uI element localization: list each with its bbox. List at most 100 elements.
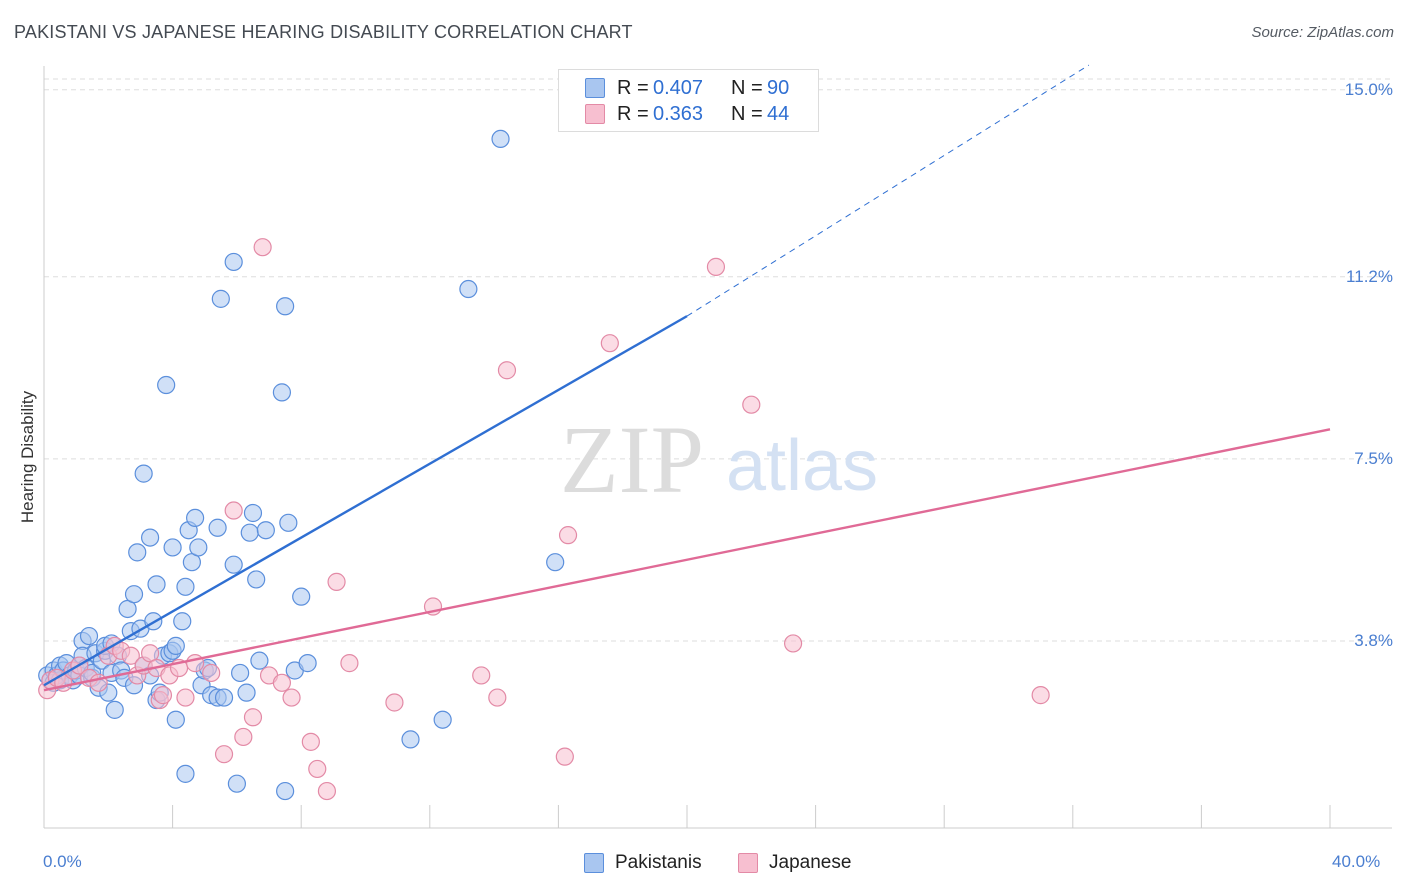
japanese-point — [600, 334, 619, 353]
pakistani-point — [140, 528, 160, 547]
pakistani-point — [256, 521, 275, 540]
y-tick-label: 15.0% — [1344, 79, 1393, 99]
pakistani-point — [247, 570, 266, 589]
japanese-point — [121, 646, 140, 665]
japanese-point — [317, 781, 337, 801]
pakistani-trendline-extension — [686, 64, 1090, 317]
pakistanis-swatch — [584, 853, 604, 873]
japanese-point — [202, 663, 221, 683]
pakistani-point — [240, 523, 259, 542]
japanese-point — [153, 686, 173, 705]
pakistani-point — [176, 577, 195, 596]
legend-label-pakistanis: Pakistanis — [615, 852, 702, 873]
r-label: R = — [617, 76, 649, 99]
pakistani-point — [147, 575, 166, 594]
pakistani-point — [186, 508, 205, 528]
pakistani-point — [292, 587, 311, 606]
legend-item-pakistanis[interactable]: Pakistanis — [584, 852, 702, 874]
japanese-point — [243, 708, 263, 727]
japanese-point — [558, 526, 578, 545]
japanese-point — [272, 673, 292, 692]
japanese-point — [1031, 686, 1050, 705]
pakistani-trendline — [43, 315, 688, 687]
r-label: R = — [617, 102, 649, 125]
japanese-point — [340, 654, 359, 673]
japanese-swatch — [738, 853, 758, 873]
pakistani-point — [163, 538, 182, 557]
japanese-point — [385, 693, 404, 712]
japanese-swatch — [585, 104, 605, 124]
r-value: 0.363 — [653, 102, 704, 125]
japanese-point — [488, 688, 507, 707]
y-tick-label: 3.8% — [1354, 630, 1393, 650]
japanese-point — [555, 747, 574, 766]
pakistani-point — [79, 626, 99, 646]
pakistani-point — [134, 464, 153, 483]
pakistani-point — [459, 279, 478, 299]
correlation-legend: R = 0.407 N = 90 R = 0.363 N = 44 — [558, 69, 819, 132]
x-tick-min: 0.0% — [43, 852, 82, 871]
pakistani-point — [105, 700, 124, 719]
japanese-point — [327, 572, 346, 591]
watermark-zip: ZIP — [560, 406, 704, 513]
pakistani-point — [237, 683, 256, 702]
pakistani-point — [276, 297, 295, 316]
pakistani-point — [157, 375, 176, 395]
n-label: N = — [731, 76, 763, 99]
axes — [43, 66, 1392, 829]
trendlines — [43, 64, 1331, 692]
japanese-point — [176, 688, 195, 707]
pakistani-points — [38, 129, 565, 801]
japanese-point — [497, 361, 517, 380]
pakistani-point — [546, 553, 565, 572]
pakistani-point — [491, 129, 510, 149]
series-legend: Pakistanis Japanese — [0, 852, 1406, 878]
pakistani-point — [189, 538, 208, 557]
y-tick-label: 7.5% — [1354, 448, 1393, 468]
n-label: N = — [731, 102, 763, 125]
pakistani-point — [279, 513, 298, 532]
pakistani-point — [224, 555, 243, 574]
legend-label-japanese: Japanese — [769, 852, 852, 873]
pakistani-point — [243, 503, 263, 523]
pakistani-swatch — [585, 78, 605, 98]
japanese-point — [234, 727, 253, 747]
gridlines — [44, 78, 1392, 642]
source-credit: Source: ZipAtlas.com — [1251, 24, 1394, 41]
pakistani-point — [166, 636, 185, 655]
japanese-point — [224, 501, 243, 520]
japanese-point — [706, 257, 726, 276]
japanese-trendline — [43, 428, 1331, 692]
pakistani-point — [176, 764, 195, 783]
japanese-point — [742, 395, 761, 414]
pakistani-point — [433, 710, 452, 729]
japanese-point — [472, 666, 491, 685]
legend-item-japanese[interactable]: Japanese — [738, 852, 851, 874]
pakistani-point — [401, 730, 420, 749]
pakistani-point — [214, 688, 234, 707]
pakistani-point — [298, 654, 317, 673]
pakistani-point — [173, 612, 192, 631]
pakistani-point — [227, 774, 246, 793]
pakistani-point — [211, 289, 230, 308]
japanese-point — [308, 759, 327, 779]
pakistani-point — [250, 651, 269, 670]
watermark-atlas: atlas — [726, 426, 878, 506]
pakistani-point — [166, 710, 185, 729]
japanese-point — [301, 732, 320, 751]
r-value: 0.407 — [653, 76, 704, 99]
pakistani-point — [272, 383, 292, 402]
n-value: 44 — [767, 102, 790, 125]
japanese-point — [253, 238, 272, 257]
chart-title: PAKISTANI VS JAPANESE HEARING DISABILITY… — [14, 22, 633, 42]
japanese-point — [783, 634, 803, 653]
japanese-point — [282, 688, 301, 707]
japanese-point — [214, 745, 234, 764]
pakistani-point — [128, 543, 147, 562]
pakistani-point — [208, 518, 227, 537]
x-tick-max: 40.0% — [1332, 852, 1381, 871]
legend-row-pakistani: R = 0.407 N = 90 — [585, 77, 789, 99]
legend-row-japanese: R = 0.363 N = 44 — [585, 103, 789, 125]
pakistani-point — [224, 252, 243, 272]
